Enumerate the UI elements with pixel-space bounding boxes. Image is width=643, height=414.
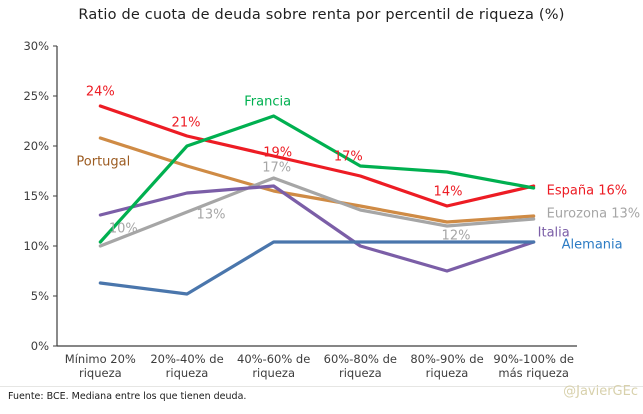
footer-divider bbox=[0, 386, 643, 387]
x-tick-label: 90%-100% de más riqueza bbox=[493, 352, 574, 380]
data-label: 17% bbox=[262, 161, 291, 176]
x-tick-label: 40%-60% de riqueza bbox=[237, 352, 310, 380]
data-label: Alemania bbox=[562, 238, 623, 253]
source-note: Fuente: BCE. Mediana entre los que tiene… bbox=[8, 391, 247, 402]
data-label: Italia bbox=[538, 226, 570, 241]
data-label: Eurozona 13% bbox=[547, 207, 640, 222]
data-label: 12% bbox=[442, 229, 471, 244]
y-tick-label: 20% bbox=[23, 139, 49, 153]
data-label: 13% bbox=[197, 208, 226, 223]
y-tick-label: 15% bbox=[23, 189, 49, 203]
x-tick-label: 60%-80% de riqueza bbox=[324, 352, 397, 380]
data-label: 21% bbox=[172, 116, 201, 131]
x-tick-label: 20%-40% de riqueza bbox=[150, 352, 223, 380]
chart-title: Ratio de cuota de deuda sobre renta por … bbox=[78, 7, 565, 23]
watermark: @JavierGEc bbox=[563, 384, 638, 399]
y-tick-label: 10% bbox=[23, 239, 49, 253]
series-line-italia bbox=[98, 184, 536, 273]
x-tick-label: Mínimo 20% riqueza bbox=[65, 352, 136, 380]
y-tick-label: 0% bbox=[31, 339, 49, 353]
data-label: 19% bbox=[263, 146, 292, 161]
data-label: Portugal bbox=[76, 155, 130, 170]
series-line-espan-a bbox=[98, 104, 536, 208]
series-line-francia bbox=[98, 114, 536, 244]
data-label: España 16% bbox=[547, 184, 627, 199]
data-label: 10% bbox=[109, 222, 138, 237]
series-line-alemania bbox=[98, 240, 536, 296]
data-label: 14% bbox=[434, 185, 463, 200]
series-line-portugal bbox=[98, 136, 536, 224]
y-tick-label: 30% bbox=[23, 39, 49, 53]
y-tick-label: 25% bbox=[23, 89, 49, 103]
y-tick-label: 5% bbox=[31, 289, 49, 303]
x-tick-label: 80%-90% de riqueza bbox=[410, 352, 483, 380]
data-label: 24% bbox=[86, 85, 115, 100]
series-line-eurozona bbox=[98, 176, 536, 248]
data-label: 17% bbox=[334, 150, 363, 165]
data-label: Francia bbox=[244, 95, 291, 110]
